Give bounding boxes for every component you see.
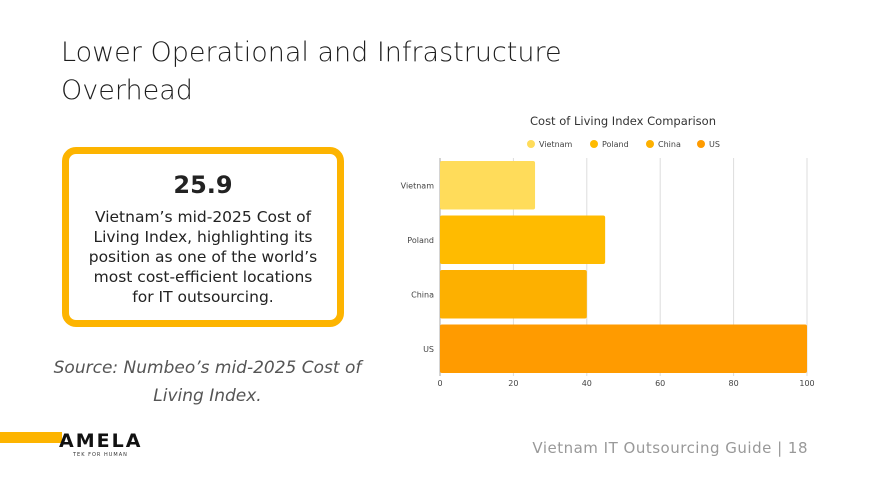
bar-china (440, 270, 587, 319)
legend-label: Vietnam (539, 140, 573, 149)
x-tick-label: 80 (729, 379, 739, 388)
footer-page-label: Vietnam IT Outsourcing Guide | 18 (532, 439, 808, 457)
legend-marker (697, 140, 705, 148)
bar-vietnam (440, 161, 536, 210)
bar-us (440, 324, 807, 373)
x-tick-label: 20 (508, 379, 518, 388)
x-tick-label: 0 (437, 379, 442, 388)
logo-tagline: TEK FOR HUMAN (73, 452, 128, 458)
y-tick-label: Vietnam (401, 181, 435, 190)
x-tick-label: 100 (799, 379, 814, 388)
legend-marker (590, 140, 598, 148)
accent-strip (0, 432, 62, 443)
y-tick-label: China (411, 290, 434, 299)
logo: AMELA (59, 430, 143, 452)
legend-marker (646, 140, 654, 148)
slide-title: Lower Operational and Infrastructure Ove… (61, 37, 562, 106)
stat-value: 25.9 (173, 171, 233, 199)
legend-label: US (709, 140, 720, 149)
x-tick-label: 40 (582, 379, 592, 388)
stat-card: 25.9 Vietnam’s mid-2025 Cost of Living I… (62, 147, 344, 327)
chart-title: Cost of Living Index Comparison (530, 114, 716, 128)
y-tick-label: Poland (407, 236, 434, 245)
legend-label: Poland (602, 140, 629, 149)
legend-marker (527, 140, 535, 148)
y-tick-label: US (423, 345, 434, 354)
legend-label: China (658, 140, 681, 149)
x-tick-label: 60 (655, 379, 665, 388)
bar-poland (440, 215, 606, 264)
source-note: Source: Numbeo’s mid-2025 Cost of Living… (53, 358, 362, 406)
stat-description: Vietnam’s mid-2025 Cost of Living Index,… (88, 208, 318, 306)
